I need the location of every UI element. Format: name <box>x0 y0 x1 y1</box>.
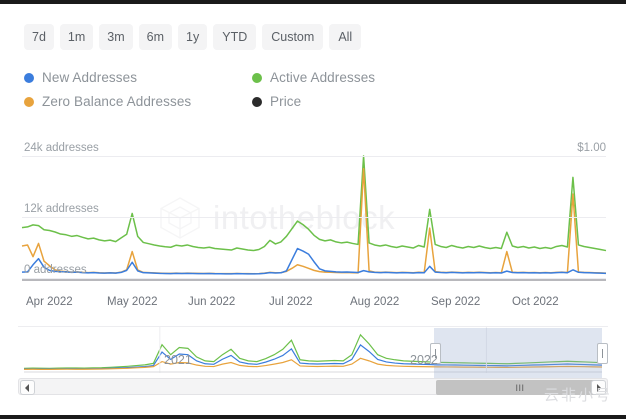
navigator-line-zero-balance-addresses <box>23 357 603 370</box>
y-axis-tick-label: 24k addresses <box>24 142 99 154</box>
legend-dot-icon <box>24 96 34 107</box>
range-all[interactable]: All <box>329 23 362 51</box>
legend-item-active-addresses[interactable]: Active Addresses <box>252 70 494 85</box>
range-1y[interactable]: 1y <box>178 23 208 51</box>
chart-widget: 7d 1m 3m 6m 1y YTD Custom All New Addresses Acti… <box>0 4 626 415</box>
x-axis-tick-label: May 2022 <box>107 296 158 308</box>
navigator-preview-svg <box>23 327 603 373</box>
range-custom[interactable]: Custom <box>262 23 324 51</box>
navigator-line-active-addresses <box>23 333 603 369</box>
x-axis-tick-label: Jun 2022 <box>188 296 236 308</box>
range-6m[interactable]: 6m <box>138 23 173 51</box>
navigator-scrollbar[interactable]: III <box>18 378 608 395</box>
x-axis: Apr 2022 May 2022 Jun 2022 Jul 2022 Aug 2022… <box>0 296 626 316</box>
legend-label: Zero Balance Addresses <box>42 94 192 109</box>
legend-label: Active Addresses <box>270 70 376 85</box>
range-1m[interactable]: 1m <box>59 23 94 51</box>
y-axis-tick-label: 12k addresses <box>24 203 99 215</box>
x-axis-tick-label: Jul 2022 <box>269 296 313 308</box>
x-axis-tick-label: Oct 2022 <box>512 296 559 308</box>
legend-item-zero-balance-addresses[interactable]: Zero Balance Addresses <box>24 94 252 109</box>
series-line-new-addresses <box>21 247 607 275</box>
x-axis-tick-label: Apr 2022 <box>26 296 73 308</box>
top-border <box>0 0 626 4</box>
legend-dot-icon <box>24 72 34 83</box>
chart-legend: New Addresses Active Addresses Zero Balanc… <box>24 70 494 109</box>
x-axis-tick-label: Aug 2022 <box>350 296 400 308</box>
range-ytd[interactable]: YTD <box>213 23 257 51</box>
main-chart: intotheblock 24k addresses 12k addresses 0… <box>0 142 626 292</box>
navigator-handle-right[interactable] <box>597 343 609 364</box>
range-navigator[interactable]: 2021 2022 <box>18 326 609 379</box>
scroll-left-icon[interactable] <box>20 380 35 395</box>
scrollbar-grip: III <box>515 382 525 393</box>
scroll-right-icon[interactable] <box>591 380 606 395</box>
legend-item-new-addresses[interactable]: New Addresses <box>24 70 252 85</box>
gridline <box>22 217 606 218</box>
gridline <box>22 278 606 279</box>
time-range-selector: 7d 1m 3m 6m 1y YTD Custom All <box>24 23 362 51</box>
navigator-selection[interactable] <box>433 328 603 379</box>
legend-item-price[interactable]: Price <box>252 94 494 109</box>
chart-plot-svg <box>21 155 607 281</box>
scrollbar-thumb[interactable]: III <box>435 380 605 395</box>
y-axis-right-tick-label: $1.00 <box>577 142 606 154</box>
navigator-year-label: 2022 <box>410 353 438 367</box>
legend-label: Price <box>270 94 302 109</box>
navigator-year-label: 2021 <box>164 353 192 367</box>
x-axis-tick-label: Sep 2022 <box>431 296 481 308</box>
corner-watermark: 云非小号 <box>543 386 612 404</box>
legend-label: New Addresses <box>42 70 138 85</box>
gridline <box>22 156 606 157</box>
range-3m[interactable]: 3m <box>99 23 133 51</box>
legend-dot-icon <box>252 72 262 83</box>
legend-dot-icon <box>252 96 262 107</box>
y-axis-tick-label: 0 addresses <box>24 264 87 276</box>
bottom-border <box>0 415 626 419</box>
series-line-active-addresses <box>21 155 607 252</box>
navigator-handle-left[interactable] <box>429 343 441 364</box>
series-line-zero-balance-addresses <box>21 167 607 275</box>
range-7d[interactable]: 7d <box>24 23 54 51</box>
